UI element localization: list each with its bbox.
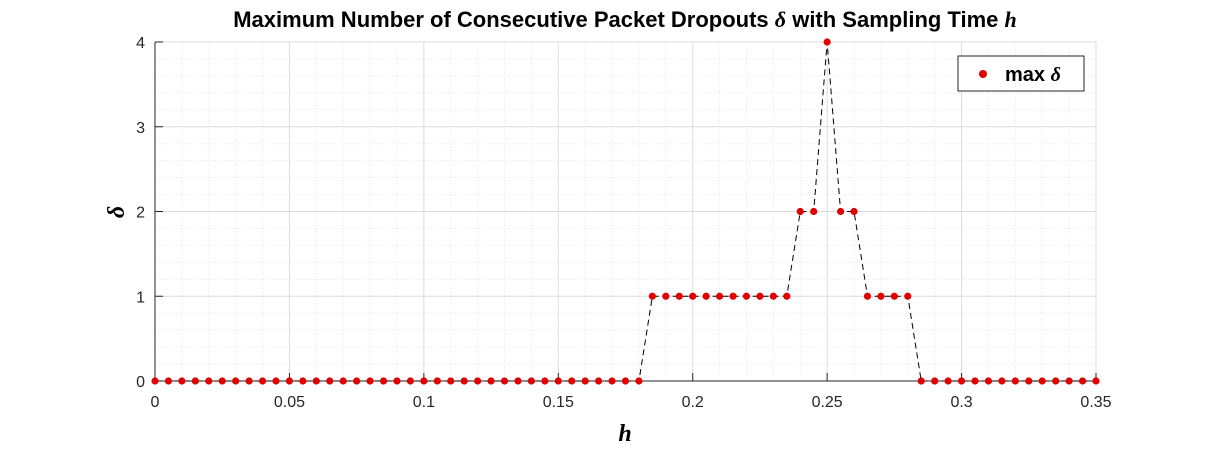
data-point: [379, 377, 388, 385]
data-point: [460, 377, 468, 385]
legend-label: max δ: [1005, 64, 1061, 86]
data-point: [595, 377, 603, 385]
data-point: [823, 38, 831, 46]
data-point: [1052, 377, 1060, 385]
data-point: [769, 292, 777, 300]
data-point: [608, 377, 616, 385]
data-point: [702, 292, 710, 300]
legend-box: [957, 55, 1085, 92]
x-tick-label: 0.25: [812, 394, 843, 411]
data-point: [433, 377, 441, 385]
data-point: [877, 292, 885, 300]
data-point: [796, 207, 804, 216]
data-point: [836, 207, 845, 216]
data-point: [258, 377, 267, 385]
data-point: [178, 377, 186, 385]
data-point: [931, 377, 939, 385]
data-point: [500, 377, 509, 385]
data-point: [514, 377, 522, 385]
x-tick-label: 0: [151, 394, 160, 411]
data-point: [1092, 377, 1100, 385]
data-point: [850, 207, 858, 216]
x-tick-label: 0.15: [543, 394, 574, 411]
y-tick-label: 4: [136, 35, 145, 52]
data-point: [944, 377, 952, 385]
data-point: [420, 377, 428, 385]
data-point: [863, 292, 872, 300]
data-point: [272, 377, 280, 385]
y-tick-label: 0: [136, 374, 145, 391]
data-point: [971, 377, 979, 385]
data-point: [742, 292, 751, 300]
data-point: [917, 377, 925, 385]
data-point: [487, 377, 495, 385]
y-ticks: 0 1 2 3 4: [136, 35, 163, 391]
data-point: [1038, 377, 1046, 385]
chart-title: Maximum Number of Consecutive Packet Dro…: [233, 7, 1017, 32]
data-point: [984, 377, 993, 385]
x-ticks: 0 0.05 0.1 0.15 0.2 0.25 0.3 0.35: [151, 373, 1112, 411]
data-point: [554, 377, 562, 385]
series-markers: [151, 38, 1100, 385]
data-point: [621, 377, 630, 385]
data-point: [1025, 377, 1033, 385]
data-point: [783, 292, 791, 300]
data-point: [729, 292, 737, 300]
data-point: [218, 377, 226, 385]
data-point: [232, 377, 240, 385]
data-point: [205, 377, 213, 385]
x-tick-label: 0.05: [274, 394, 305, 411]
x-tick-label: 0.2: [682, 394, 704, 411]
data-point: [998, 377, 1006, 385]
y-axis-label: δ: [104, 206, 130, 218]
minor-grid: [155, 42, 1096, 381]
data-point: [581, 377, 589, 385]
data-point: [353, 377, 361, 385]
x-tick-label: 0.3: [950, 394, 972, 411]
data-point: [245, 377, 253, 385]
data-point: [393, 377, 401, 385]
data-point: [527, 377, 536, 385]
data-point: [635, 377, 643, 385]
data-point: [312, 377, 320, 385]
data-point: [716, 292, 724, 300]
data-point: [406, 377, 415, 385]
data-point: [904, 292, 912, 300]
data-point: [1065, 377, 1073, 385]
data-point: [191, 377, 199, 385]
data-point: [568, 377, 576, 385]
data-point: [1011, 377, 1019, 385]
data-point: [689, 292, 697, 300]
y-tick-label: 3: [136, 120, 145, 137]
data-point: [447, 377, 455, 385]
y-tick-label: 2: [136, 205, 145, 222]
data-point: [890, 292, 898, 300]
data-point: [299, 377, 307, 385]
data-point: [285, 377, 294, 385]
data-point: [151, 377, 159, 385]
x-tick-label: 0.35: [1080, 394, 1111, 411]
data-point: [756, 292, 764, 300]
data-point: [339, 377, 347, 385]
data-point: [366, 377, 374, 385]
data-point: [810, 207, 818, 216]
data-point: [326, 377, 334, 385]
data-point: [164, 377, 173, 385]
data-point: [474, 377, 482, 385]
legend: max δ: [957, 55, 1085, 92]
y-tick-label: 1: [136, 289, 145, 306]
data-point: [675, 292, 683, 300]
legend-marker: [979, 70, 987, 78]
x-tick-label: 0.1: [413, 394, 435, 411]
data-point: [957, 377, 966, 385]
x-axis-label: h: [618, 421, 631, 447]
data-point: [541, 377, 549, 385]
data-point: [1078, 377, 1087, 385]
data-point: [662, 292, 670, 300]
data-point: [648, 292, 656, 300]
